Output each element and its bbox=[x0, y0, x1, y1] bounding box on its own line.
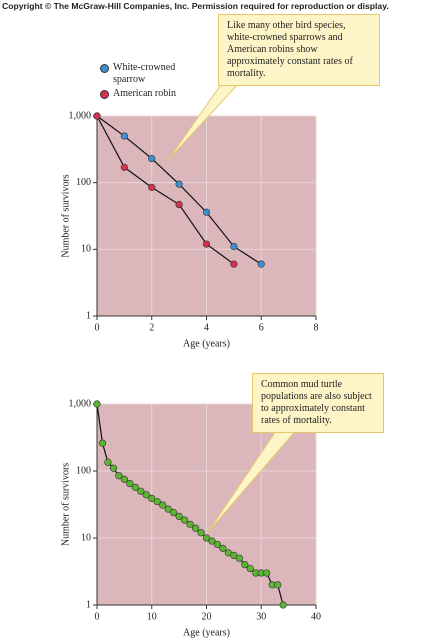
legend-item: White-crowned sparrow bbox=[100, 62, 200, 86]
data-point bbox=[120, 475, 128, 483]
data-point bbox=[164, 505, 172, 513]
data-point bbox=[202, 208, 211, 216]
x-axis-label: Age (years) bbox=[183, 338, 230, 349]
data-point bbox=[175, 180, 183, 188]
data-point bbox=[279, 601, 287, 609]
data-point bbox=[104, 458, 112, 466]
x-tick-label: 4 bbox=[204, 322, 209, 333]
y-tick-label: 1 bbox=[86, 310, 91, 321]
data-point bbox=[98, 439, 107, 447]
data-point bbox=[263, 569, 271, 577]
data-point bbox=[213, 540, 222, 549]
x-tick-label: 0 bbox=[95, 611, 100, 622]
y-tick-label: 1,000 bbox=[69, 110, 92, 121]
data-point bbox=[153, 497, 161, 506]
x-tick-label: 20 bbox=[202, 611, 212, 622]
annotation: Like many other bird species, white-crow… bbox=[218, 14, 380, 86]
data-point bbox=[148, 494, 156, 502]
data-point bbox=[246, 564, 254, 573]
x-tick-label: 10 bbox=[147, 611, 157, 622]
data-point bbox=[148, 154, 156, 163]
data-point bbox=[230, 242, 238, 251]
data-point bbox=[274, 581, 282, 589]
y-tick-label: 10 bbox=[81, 244, 91, 255]
data-point bbox=[93, 400, 101, 408]
data-point bbox=[115, 472, 123, 480]
data-point bbox=[131, 483, 139, 491]
x-tick-label: 6 bbox=[259, 322, 264, 333]
data-point bbox=[142, 491, 150, 499]
data-point bbox=[241, 561, 249, 569]
legend-label: White-crowned sparrow bbox=[113, 62, 176, 85]
y-axis-label: Number of survivors bbox=[60, 463, 71, 546]
data-point bbox=[159, 501, 167, 509]
data-point bbox=[126, 479, 134, 488]
legend-item: American robin bbox=[100, 88, 200, 100]
data-point bbox=[170, 508, 178, 517]
data-point bbox=[120, 163, 128, 171]
data-point bbox=[257, 260, 265, 268]
y-axis-label: Number of survivors bbox=[60, 174, 71, 257]
data-point bbox=[175, 200, 183, 209]
data-point bbox=[109, 464, 118, 472]
y-tick-label: 1,000 bbox=[69, 398, 92, 409]
legend-marker bbox=[100, 64, 109, 73]
data-point bbox=[175, 512, 183, 521]
data-point bbox=[120, 132, 128, 140]
data-point bbox=[230, 260, 238, 268]
data-point bbox=[219, 544, 227, 552]
data-point bbox=[202, 240, 211, 248]
data-point bbox=[181, 516, 189, 524]
data-point bbox=[235, 554, 243, 562]
data-point bbox=[137, 487, 145, 495]
series-line bbox=[96, 115, 235, 265]
legend-marker bbox=[100, 90, 109, 99]
legend: White-crowned sparrow American robin bbox=[100, 62, 200, 102]
annotation: Common mud turtle populations are also s… bbox=[252, 373, 384, 433]
data-point bbox=[197, 529, 205, 537]
x-tick-label: 8 bbox=[314, 322, 319, 333]
x-tick-label: 2 bbox=[149, 322, 154, 333]
copyright-header: Copyright © The McGraw-Hill Companies, I… bbox=[2, 1, 389, 11]
data-point bbox=[208, 537, 216, 545]
data-point bbox=[186, 520, 194, 528]
x-tick-label: 40 bbox=[311, 611, 321, 622]
y-tick-label: 10 bbox=[81, 532, 91, 543]
y-tick-label: 100 bbox=[76, 465, 91, 476]
y-tick-label: 100 bbox=[76, 177, 91, 188]
x-tick-label: 30 bbox=[256, 611, 266, 622]
data-point bbox=[202, 534, 211, 542]
x-tick-label: 0 bbox=[95, 322, 100, 333]
data-point bbox=[93, 112, 101, 120]
data-point bbox=[191, 524, 200, 532]
y-tick-label: 1 bbox=[86, 599, 91, 610]
legend-label: American robin bbox=[113, 88, 177, 99]
x-axis-label: Age (years) bbox=[183, 627, 230, 638]
data-point bbox=[148, 183, 156, 191]
